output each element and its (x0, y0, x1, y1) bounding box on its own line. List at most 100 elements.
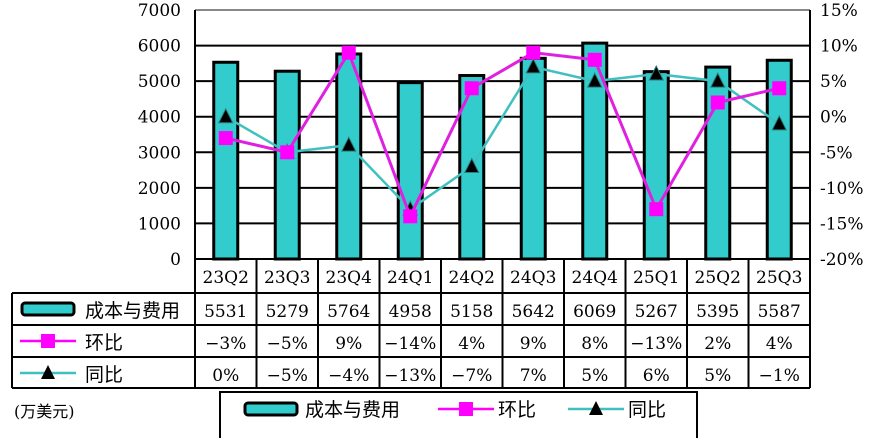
line-qoq (225, 49, 780, 221)
category-label: 25Q3 (756, 268, 802, 288)
triangle-icon (41, 365, 55, 379)
legend-label: 成本与费用 (305, 399, 400, 421)
bar-legend-key (20, 301, 76, 317)
category-label: 24Q3 (510, 268, 556, 288)
table-cell: 5395 (696, 302, 739, 322)
table-cell: 5764 (327, 302, 370, 322)
bar-23Q4 (335, 52, 363, 261)
triangle-icon (589, 401, 603, 415)
series-name: 成本与费用 (85, 300, 180, 322)
table-cell: −7% (451, 366, 492, 386)
qoq-marker (526, 45, 541, 60)
left-tick-label: 3000 (138, 143, 181, 163)
table-cell: −13% (630, 334, 682, 354)
category-label: 23Q4 (326, 268, 372, 288)
square-icon (459, 402, 473, 416)
table-cell: −4% (328, 366, 369, 386)
bar-24Q3 (519, 56, 547, 261)
table-cell: 6069 (573, 302, 616, 322)
yoy-marker (648, 64, 665, 81)
data-table: 23Q2 23Q3 23Q4 24Q1 24Q2 24Q3 24Q4 25Q1 25Q2 25Q3… (11, 259, 811, 389)
yoy-marker (771, 114, 788, 131)
left-tick-label: 7000 (138, 1, 181, 21)
square-icon (41, 334, 55, 348)
yoy-marker (463, 157, 480, 174)
qoq-marker (710, 95, 725, 110)
table-cell: 5158 (450, 302, 493, 322)
table-cell: 5587 (758, 302, 801, 322)
qoq-marker (218, 131, 233, 146)
right-tick-label: 0% (820, 108, 847, 128)
bar-23Q2 (212, 60, 240, 261)
table-cell: −1% (759, 366, 800, 386)
right-tick-label: -10% (820, 179, 864, 199)
category-label: 24Q4 (572, 268, 618, 288)
legend-label: 同比 (628, 399, 666, 421)
right-tick-label: -20% (820, 250, 864, 270)
table-cell: 5% (581, 366, 608, 386)
qoq-marker (280, 145, 295, 160)
yoy-marker (525, 57, 542, 74)
category-label: 23Q3 (264, 268, 310, 288)
right-tick-label: 10% (820, 37, 858, 57)
table-cell: 5% (704, 366, 731, 386)
table-cell: −5% (267, 366, 308, 386)
legend-label: 环比 (498, 399, 536, 421)
axes: 0 1000 2000 3000 4000 5000 6000 7000 -20% -15% -10… (138, 1, 864, 270)
qoq-marker (341, 45, 356, 60)
yoy-marker (340, 136, 357, 152)
left-tick-label: 6000 (138, 37, 181, 57)
table-cell: 5531 (204, 302, 247, 322)
yoy-marker (586, 72, 603, 88)
table-cell: 4% (458, 334, 485, 354)
table-cell: −3% (205, 334, 246, 354)
bar-23Q3 (273, 69, 301, 261)
unit-note: (万美元) (14, 402, 75, 421)
table-cell: 2% (704, 334, 731, 354)
left-tick-label: 5000 (138, 72, 181, 92)
right-tick-label: -5% (820, 143, 853, 163)
table-cell: 6% (643, 366, 670, 386)
category-label: 24Q1 (387, 268, 433, 288)
left-tick-label: 1000 (138, 214, 181, 234)
table-cell: 8% (581, 334, 608, 354)
lines (217, 45, 788, 224)
table-cell: 5642 (512, 302, 555, 322)
table-cell: 4958 (389, 302, 432, 322)
bar-25Q1 (642, 70, 670, 261)
qoq-marker (772, 81, 787, 96)
bar-24Q1 (396, 81, 424, 261)
right-tick-label: 15% (820, 1, 858, 21)
table-cell: −14% (384, 334, 436, 354)
table-cell: −13% (384, 366, 436, 386)
table-cell: 9% (335, 334, 362, 354)
category-label: 24Q2 (449, 268, 495, 288)
table-cell: 0% (212, 366, 239, 386)
left-tick-label: 2000 (138, 179, 181, 199)
category-label: 25Q2 (695, 268, 741, 288)
qoq-marker (464, 81, 479, 96)
series-name: 环比 (85, 332, 123, 354)
left-tick-label: 4000 (138, 108, 181, 128)
qoq-marker (587, 52, 602, 67)
table-cell: 5267 (635, 302, 678, 322)
line-yoy (225, 65, 780, 211)
left-tick-label: 0 (170, 250, 181, 270)
category-label: 25Q1 (633, 268, 679, 288)
qoq-marker (403, 209, 418, 224)
table-cell: −5% (267, 334, 308, 354)
right-tick-label: 5% (820, 72, 847, 92)
legend-box (219, 391, 698, 438)
bar-legend-key (243, 401, 299, 417)
table-cell: 5279 (266, 302, 309, 322)
yoy-marker (709, 72, 726, 88)
qoq-marker (649, 202, 664, 217)
table-cell: 9% (520, 334, 547, 354)
right-tick-label: -15% (820, 214, 864, 234)
table-cell: 7% (520, 366, 547, 386)
category-label: 23Q2 (203, 268, 249, 288)
table-cell: 4% (766, 334, 793, 354)
series-name: 同比 (85, 364, 123, 386)
yoy-marker (217, 107, 234, 124)
